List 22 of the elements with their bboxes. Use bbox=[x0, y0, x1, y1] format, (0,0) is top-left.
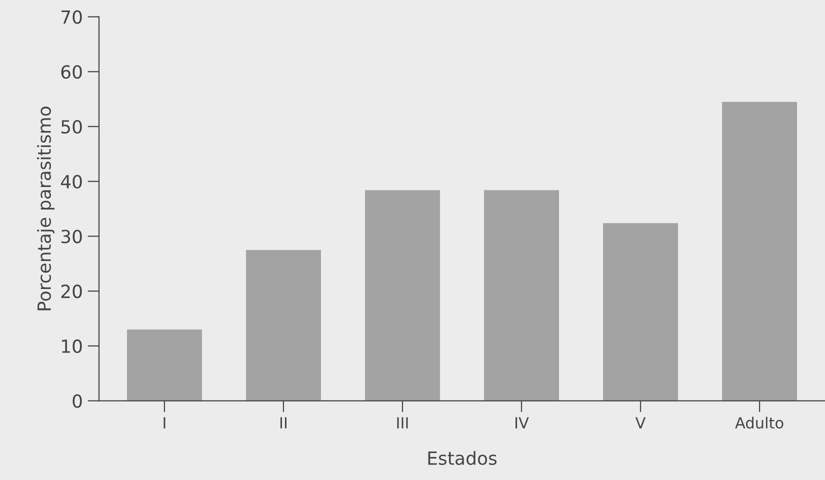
bar bbox=[722, 102, 798, 401]
y-tick-label: 20 bbox=[61, 284, 82, 298]
x-tick-label: Adulto bbox=[735, 416, 784, 429]
bar bbox=[484, 190, 559, 401]
x-tick-label: I bbox=[164, 417, 166, 428]
bar bbox=[126, 329, 202, 401]
y-tick-label: 70 bbox=[62, 10, 82, 24]
x-tick-label: II bbox=[280, 417, 286, 428]
y-tick-label: 30 bbox=[61, 230, 82, 244]
y-tick-label: 50 bbox=[61, 120, 82, 134]
x-tick-label: III bbox=[397, 417, 408, 428]
y-tick-label: 10 bbox=[62, 339, 82, 354]
bar bbox=[246, 250, 321, 401]
x-axis-title: Estados bbox=[428, 451, 497, 465]
y-axis-title: Porcentaje parasitismo bbox=[37, 106, 54, 310]
x-tick-label: IV bbox=[516, 417, 529, 428]
y-tick-label: 0 bbox=[72, 394, 82, 408]
y-tick-label: 40 bbox=[60, 174, 82, 188]
y-tick-label: 60 bbox=[61, 65, 82, 79]
bar bbox=[603, 223, 678, 401]
bar bbox=[365, 190, 440, 401]
x-tick-label: V bbox=[635, 417, 646, 428]
